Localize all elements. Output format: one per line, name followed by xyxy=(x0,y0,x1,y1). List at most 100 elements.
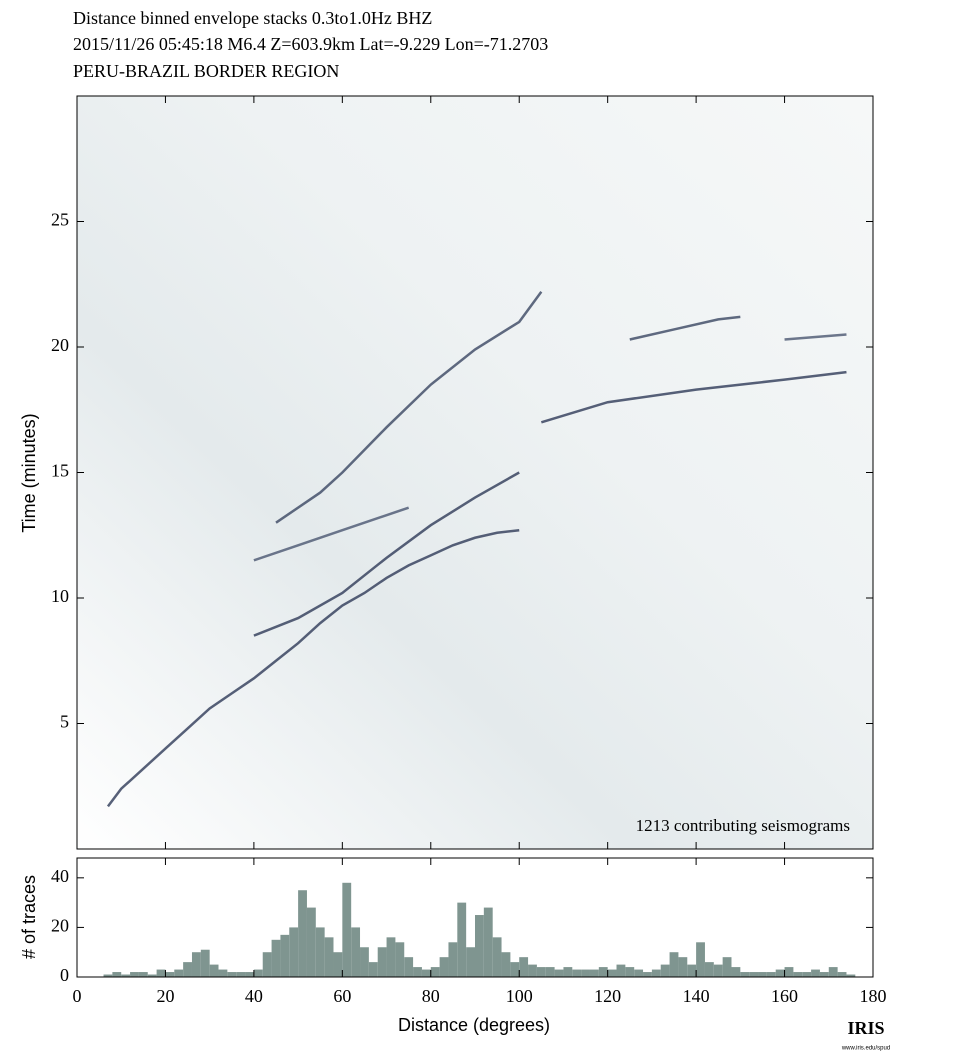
y-tick-label: 5 xyxy=(60,712,69,732)
phase-curve xyxy=(253,471,520,637)
bar xyxy=(740,972,750,977)
bar xyxy=(669,952,679,977)
x-tick-label: 20 xyxy=(156,986,174,1006)
bar xyxy=(413,967,422,977)
bar xyxy=(687,964,697,977)
y-tick-label: 20 xyxy=(51,335,69,355)
bar xyxy=(811,969,820,977)
x-tick-label: 100 xyxy=(506,986,533,1006)
bar xyxy=(342,882,352,977)
bar xyxy=(324,937,334,977)
annotation: 1213 contributing seismograms xyxy=(636,816,850,835)
bar xyxy=(280,934,290,977)
bar xyxy=(775,969,785,977)
x-tick-label: 60 xyxy=(333,986,351,1006)
bar xyxy=(209,964,219,977)
bar xyxy=(156,969,166,977)
bar xyxy=(191,952,201,977)
bar xyxy=(165,972,175,977)
bar xyxy=(802,972,812,977)
y-tick-label: 10 xyxy=(51,586,69,606)
bar xyxy=(634,969,644,977)
axes-frame xyxy=(76,857,874,978)
bar xyxy=(421,969,431,977)
bar xyxy=(731,967,741,977)
y-axis-label: Time (minutes) xyxy=(19,413,39,532)
bar xyxy=(174,969,184,977)
title-line: 2015/11/26 05:45:18 M6.4 Z=603.9km Lat=-… xyxy=(73,34,548,54)
bar xyxy=(245,972,254,977)
x-tick-label: 120 xyxy=(594,986,621,1006)
envelope-background xyxy=(77,96,873,849)
bar xyxy=(545,967,555,977)
x-tick-label: 160 xyxy=(771,986,798,1006)
bar xyxy=(183,962,192,977)
bar xyxy=(846,974,856,977)
bar xyxy=(819,972,829,977)
bar xyxy=(404,957,414,977)
bar xyxy=(492,937,502,977)
bar xyxy=(837,972,847,977)
bar xyxy=(589,969,599,977)
y-tick-label: 25 xyxy=(51,210,69,230)
bar xyxy=(510,962,520,977)
bar xyxy=(581,969,590,977)
bar xyxy=(448,942,458,977)
bar xyxy=(501,952,511,977)
bar xyxy=(651,969,661,977)
x-tick-label: 180 xyxy=(860,986,887,1006)
bar xyxy=(289,927,299,977)
bar xyxy=(784,967,794,977)
phase-curve xyxy=(784,333,847,341)
bar xyxy=(315,927,325,977)
bar xyxy=(572,969,582,977)
bar xyxy=(678,957,688,977)
bar xyxy=(766,972,776,977)
bar xyxy=(563,967,573,977)
y-tick-label: 0 xyxy=(60,965,69,985)
logo-url: www.iris.edu/spud xyxy=(841,1046,890,1052)
bar xyxy=(625,967,635,977)
bar xyxy=(147,974,157,977)
bar xyxy=(660,964,670,977)
bar xyxy=(271,939,281,977)
bar xyxy=(696,942,705,977)
bar xyxy=(112,972,122,977)
x-tick-label: 0 xyxy=(73,986,82,1006)
bar xyxy=(236,972,246,977)
x-tick-label: 40 xyxy=(245,986,263,1006)
bar xyxy=(368,962,378,977)
bar xyxy=(722,957,732,977)
phase-curve xyxy=(275,291,543,524)
title-line: PERU-BRAZIL BORDER REGION xyxy=(73,61,339,81)
bar xyxy=(351,927,361,977)
bar xyxy=(749,972,759,977)
bar xyxy=(360,947,369,977)
bar xyxy=(386,937,396,977)
phase-curve xyxy=(540,370,847,424)
bar xyxy=(377,947,387,977)
y-axis-label: # of traces xyxy=(19,875,39,959)
y-tick-label: 15 xyxy=(51,461,69,481)
bar xyxy=(439,957,449,977)
bar xyxy=(430,967,440,977)
phase-curve xyxy=(629,315,741,341)
phase-curve xyxy=(106,528,520,808)
bar xyxy=(200,949,210,977)
bar xyxy=(828,967,838,977)
bar xyxy=(598,967,608,977)
x-tick-label: 140 xyxy=(683,986,710,1006)
bar xyxy=(483,907,493,977)
bar xyxy=(713,964,723,977)
bar xyxy=(121,974,131,977)
y-tick-label: 40 xyxy=(51,866,69,886)
phase-curve xyxy=(253,506,410,562)
bar xyxy=(554,969,564,977)
x-tick-label: 80 xyxy=(422,986,440,1006)
title-line: Distance binned envelope stacks 0.3to1.0… xyxy=(73,8,432,28)
bar xyxy=(607,969,617,977)
y-tick-label: 20 xyxy=(51,916,69,936)
bar xyxy=(536,967,546,977)
bar xyxy=(306,907,316,977)
